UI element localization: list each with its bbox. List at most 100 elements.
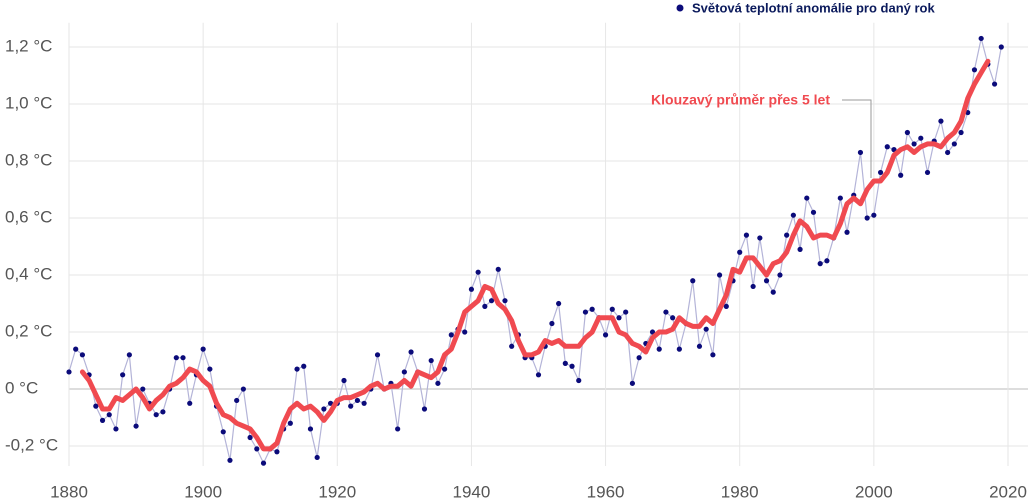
data-point <box>924 169 931 176</box>
data-point <box>817 261 823 267</box>
data-point <box>602 332 609 338</box>
data-point <box>777 272 783 278</box>
data-point <box>301 363 307 369</box>
data-point <box>227 457 233 463</box>
data-point <box>287 420 293 426</box>
data-point <box>576 377 582 384</box>
line-series <box>79 58 991 452</box>
x-tick-label: 1880 <box>50 482 88 501</box>
x-tick-label: 1980 <box>721 482 759 501</box>
data-point <box>569 363 575 369</box>
data-point <box>260 460 267 466</box>
data-point <box>207 366 213 372</box>
data-point <box>153 412 159 418</box>
data-point <box>133 423 139 429</box>
data-point <box>877 169 884 176</box>
data-point <box>757 235 763 241</box>
data-point <box>790 212 796 218</box>
data-point <box>442 366 448 372</box>
data-point <box>743 232 750 238</box>
data-point <box>113 426 119 432</box>
data-point <box>991 81 998 87</box>
data-point <box>401 369 407 375</box>
data-point <box>294 366 300 372</box>
y-tick-label: 1,0 °C <box>5 93 52 112</box>
data-point <box>649 329 656 335</box>
data-point <box>703 326 709 332</box>
data-point <box>864 215 870 221</box>
x-tick-label: 2020 <box>989 482 1027 501</box>
y-tick-label: -0,2 °C <box>5 436 58 455</box>
data-point <box>106 412 112 418</box>
y-tick-label: 1,2 °C <box>5 36 52 55</box>
data-point <box>670 315 676 321</box>
x-tick-label: 1940 <box>453 482 491 501</box>
data-point <box>871 212 877 218</box>
data-point <box>140 386 146 392</box>
data-point <box>200 346 206 352</box>
plot-area <box>66 35 1004 466</box>
data-point <box>509 343 515 349</box>
data-point <box>710 352 716 358</box>
data-point <box>374 352 381 358</box>
data-point <box>656 346 662 352</box>
data-point <box>187 400 193 406</box>
x-tick-label: 1960 <box>587 482 625 501</box>
data-point <box>488 298 495 304</box>
data-point <box>535 372 542 378</box>
data-point <box>341 377 347 384</box>
data-point <box>723 303 729 309</box>
data-point <box>898 172 904 178</box>
data-point <box>696 343 703 349</box>
data-point <box>797 246 803 252</box>
data-point <box>998 44 1004 50</box>
data-point <box>475 269 481 275</box>
data-point <box>891 147 897 153</box>
data-point <box>307 426 314 432</box>
data-point <box>636 355 642 361</box>
data-point <box>79 352 86 358</box>
data-point <box>395 426 401 432</box>
data-point <box>421 406 428 412</box>
data-point <box>314 454 320 461</box>
data-point <box>918 135 924 141</box>
data-point <box>321 406 327 412</box>
data-point <box>978 35 984 42</box>
line-series <box>68 37 1002 464</box>
data-point <box>938 118 944 124</box>
y-tick-label: 0,2 °C <box>5 322 52 341</box>
data-point <box>971 67 978 73</box>
legend-marker <box>676 4 684 12</box>
data-point <box>629 380 636 386</box>
data-point <box>824 258 830 264</box>
data-point <box>254 446 260 452</box>
data-point <box>247 434 253 441</box>
data-point <box>784 232 790 238</box>
data-point <box>589 306 595 312</box>
x-tick-label: 1900 <box>184 482 222 501</box>
data-point <box>361 400 367 406</box>
data-point <box>582 309 589 315</box>
data-point <box>99 417 106 423</box>
data-point <box>716 272 723 278</box>
data-point <box>234 397 240 404</box>
data-point <box>737 249 743 255</box>
data-point <box>837 195 843 201</box>
data-point <box>160 409 166 415</box>
data-point <box>690 278 696 284</box>
data-point <box>327 400 334 406</box>
data-point <box>958 129 964 136</box>
data-point <box>428 357 434 364</box>
x-tick-label: 2000 <box>855 482 893 501</box>
y-tick-label: 0,8 °C <box>5 150 52 169</box>
data-point <box>408 349 414 355</box>
data-point <box>354 397 361 404</box>
data-point <box>616 315 622 321</box>
data-point <box>126 352 132 358</box>
data-point <box>73 346 79 352</box>
data-point <box>562 360 568 366</box>
moving-average-label: Klouzavý průměr přes 5 let <box>651 92 830 108</box>
y-tick-label: 0,4 °C <box>5 265 52 284</box>
